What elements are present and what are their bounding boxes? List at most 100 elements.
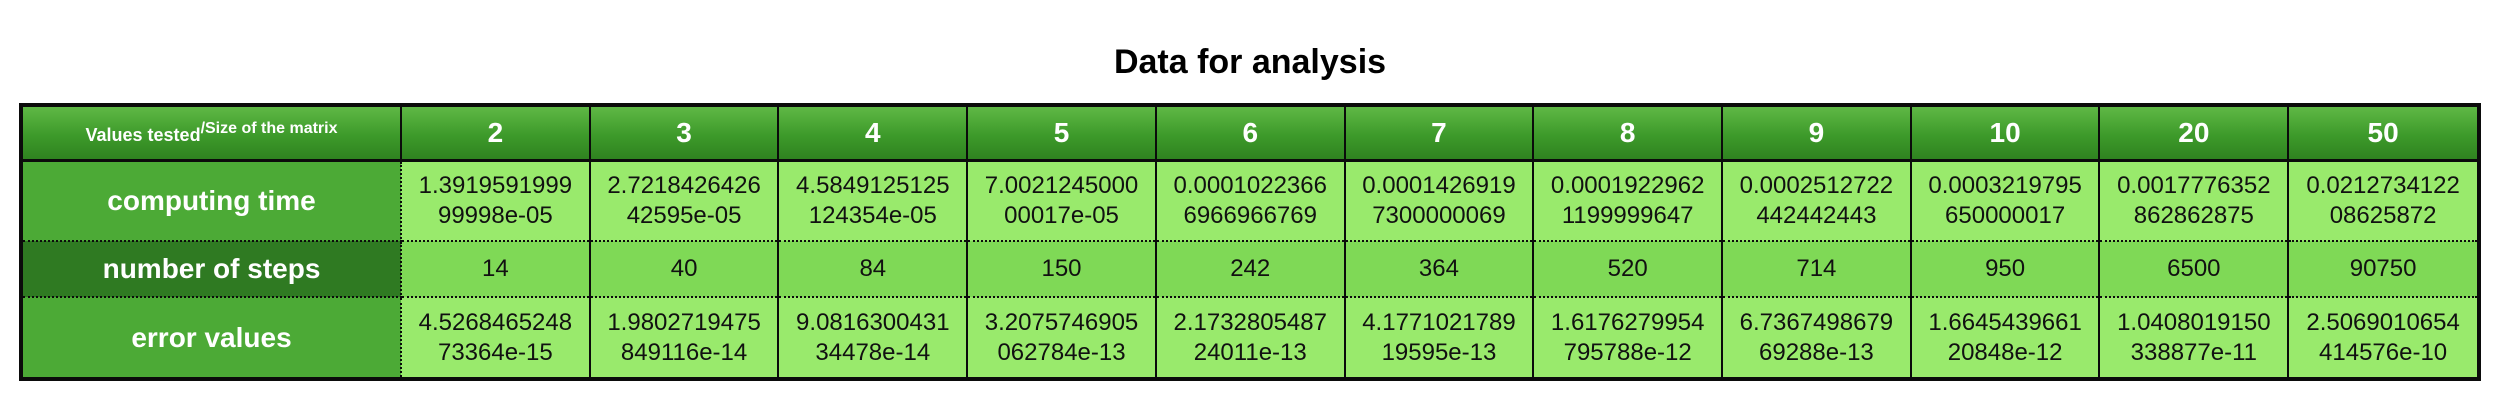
table-cell: 1.0408019150 338877e-11 (2099, 297, 2290, 377)
column-header-20: 20 (2099, 107, 2290, 162)
table-cell-text: 0.0001426919 (1362, 172, 1516, 200)
table-cell: 6.7367498679 69288e-13 (1722, 297, 1912, 377)
table-cell: 0.0017776352 862862875 (2099, 160, 2290, 243)
table-cell-text: 4.1771021789 (1362, 308, 1516, 336)
table-cell: 0.0003219795 650000017 (1910, 160, 2101, 243)
column-header-10: 10 (1910, 107, 2101, 162)
table-cell-text: 1.0408019150 (2117, 308, 2271, 336)
chart-title: Data for analysis (1113, 43, 1387, 81)
table-cell-text: 0.0001922962 (1550, 172, 1705, 200)
table-cell: 0.0002512722 442442443 (1722, 160, 1912, 243)
table-cell-text: 20848e-12 (1947, 338, 2063, 366)
table-cell-text: 00017e-05 (1004, 202, 1119, 230)
table-cell-text: 4.5849125125 (796, 172, 950, 200)
table-cell: 6500 (2099, 241, 2290, 299)
column-header-6: 6 (1155, 107, 1346, 162)
table-cell: 14 (401, 241, 591, 299)
table-cell-text: 7300000069 (1372, 202, 1506, 230)
table-cell-text: 42595e-05 (626, 202, 742, 230)
table-cell-text: 1.3919591999 (418, 172, 573, 200)
table-cell: 40 (589, 241, 780, 299)
table-cell-text: 364 (1418, 255, 1459, 283)
table-cell: 520 (1533, 241, 1724, 299)
column-header-4: 4 (778, 107, 969, 162)
row-header-computing-time: computing time (23, 160, 402, 243)
table-cell-text: 849116e-14 (620, 338, 748, 366)
column-header-3: 3 (589, 107, 780, 162)
column-header-5: 5 (967, 107, 1157, 162)
table-cell: 4.5268465248 73364e-15 (401, 297, 591, 377)
corner-label-main: Values tested (85, 125, 201, 145)
table-cell-text: 714 (1796, 255, 1837, 283)
table-cell-text: 0.0002512722 (1739, 172, 1894, 200)
table-cell-text: 414576e-10 (2319, 338, 2448, 366)
table-row-computing-time: computing time 1.3919591999 99998e-05 2.721… (23, 160, 2477, 243)
table-cell-text: 862862875 (2133, 202, 2254, 230)
table-cell: 84 (778, 241, 969, 299)
table-cell: 2.5069010654 414576e-10 (2288, 297, 2477, 377)
table-cell: 1.6645439661 20848e-12 (1910, 297, 2101, 377)
table-cell-text: 84 (859, 255, 887, 283)
table-cell: 2.1732805487 24011e-13 (1155, 297, 1346, 377)
table-cell-text: 14 (482, 255, 509, 283)
table-cell: 364 (1344, 241, 1535, 299)
table-row-error-values: error values 4.5268465248 73364e-15 1.98027… (23, 297, 2477, 377)
table-cell-text: 6.7367498679 (1739, 308, 1894, 336)
table-cell-text: 3.2075746905 (984, 308, 1139, 336)
table-cell-text: 062784e-13 (997, 338, 1126, 366)
corner-label-sup: /Size of the matrix (200, 120, 338, 137)
column-header-7: 7 (1344, 107, 1535, 162)
table-cell-text: 40 (670, 255, 698, 283)
table-cell-text: 99998e-05 (437, 202, 553, 230)
table-cell-text: 795788e-12 (1563, 338, 1692, 366)
row-header-number-of-steps: number of steps (23, 241, 402, 299)
table-cell-text: 7.0021245000 (984, 172, 1139, 200)
table-cell: 2.7218426426 42595e-05 (589, 160, 780, 243)
table-cell-text: 9.0816300431 (796, 308, 950, 336)
table-cell-text: 73364e-15 (437, 338, 553, 366)
column-header-9: 9 (1722, 107, 1912, 162)
table-cell-text: 1.6176279954 (1550, 308, 1705, 336)
table-cell-text: 1.9802719475 (607, 308, 761, 336)
table-cell: 0.0212734122 08625872 (2288, 160, 2477, 243)
table-cell: 150 (967, 241, 1157, 299)
table-cell-text: 6500 (2167, 255, 2221, 283)
table-cell-text: 150 (1041, 255, 1082, 283)
table-cell-text: 124354e-05 (808, 202, 937, 230)
table-cell: 90750 (2288, 241, 2477, 299)
table-cell: 3.2075746905 062784e-13 (967, 297, 1157, 377)
table-cell-text: 950 (1985, 255, 2026, 283)
table-cell: 1.6176279954 795788e-12 (1533, 297, 1724, 377)
table-cell: 4.1771021789 19595e-13 (1344, 297, 1535, 377)
table-body: computing time 1.3919591999 99998e-05 2.721… (23, 160, 2477, 377)
table-cell: 9.0816300431 34478e-14 (778, 297, 969, 377)
table-cell-text: 242 (1230, 255, 1271, 283)
table-cell: 1.9802719475 849116e-14 (589, 297, 780, 377)
table-cell: 7.0021245000 00017e-05 (967, 160, 1157, 243)
table-cell: 0.0001022366 6966966769 (1155, 160, 1346, 243)
table-cell-text: 2.5069010654 (2306, 308, 2460, 336)
table-cell-text: 0.0001022366 (1173, 172, 1327, 200)
table-cell-text: 650000017 (1945, 202, 2066, 230)
table-cell: 1.3919591999 99998e-05 (401, 160, 591, 243)
table-cell: 714 (1722, 241, 1912, 299)
column-header-2: 2 (401, 107, 591, 162)
table-cell-text: 520 (1607, 255, 1648, 283)
table-cell-text: 08625872 (2329, 202, 2437, 230)
table-cell-text: 442442443 (1756, 202, 1877, 230)
table-cell-text: 338877e-11 (2130, 338, 2257, 366)
table-cell-text: 0.0017776352 (2117, 172, 2271, 200)
table-cell-text: 0.0003219795 (1928, 172, 2082, 200)
table-cell-text: 90750 (2349, 255, 2417, 283)
table-cell-text: 34478e-14 (815, 338, 931, 366)
table-cell-text: 69288e-13 (1759, 338, 1874, 366)
table-cell-text: 2.1732805487 (1173, 308, 1327, 336)
table-cell: 4.5849125125 124354e-05 (778, 160, 969, 243)
table-cell-text: 24011e-13 (1193, 338, 1307, 366)
column-header-50: 50 (2288, 107, 2477, 162)
table-row-number-of-steps: number of steps 14 40 84 150 242 364 520 714 950 6… (23, 241, 2477, 299)
table-cell-text: 19595e-13 (1381, 338, 1497, 366)
